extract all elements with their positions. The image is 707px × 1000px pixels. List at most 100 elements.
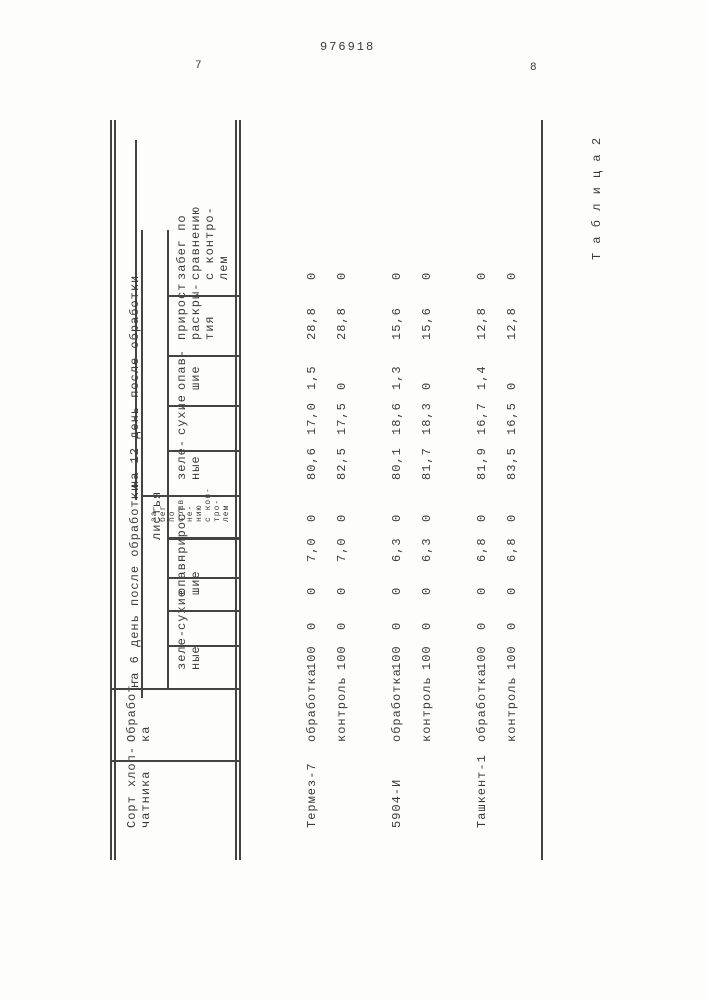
- cell-growth6-0-0: 7,0: [305, 537, 319, 562]
- sep-subcol-2: [167, 577, 239, 579]
- cell-green6-0-0: 100: [305, 645, 319, 670]
- cell-growth12-0-1: 28,8: [335, 307, 349, 340]
- sep-subcol-1: [167, 610, 239, 612]
- rule-h-sub: [141, 230, 143, 688]
- cell-lag6-2-1: 0: [505, 514, 519, 522]
- sep-subcol-8: [167, 295, 239, 297]
- rule-top-2: [114, 120, 116, 860]
- cell-dry12-2-0: 16,7: [475, 402, 489, 435]
- sep-subcol-6: [167, 405, 239, 407]
- cell-growth6-2-0: 6,8: [475, 537, 489, 562]
- treatment-2-0: обработка: [475, 668, 489, 742]
- cell-lag12-0-1: 0: [335, 272, 349, 280]
- cell-green12-1-1: 81,7: [420, 447, 434, 480]
- cell-green12-1-0: 80,1: [390, 447, 404, 480]
- sep-treatment-body: [110, 688, 239, 690]
- cell-dry6-1-0: 0: [390, 622, 404, 630]
- treatment-2-1: контроль: [505, 676, 519, 742]
- cell-fallen6-2-1: 0: [505, 587, 519, 595]
- hdr-green6: зеле- ные: [175, 629, 203, 670]
- cell-growth12-0-0: 28,8: [305, 307, 319, 340]
- cell-growth12-2-0: 12,8: [475, 307, 489, 340]
- cell-fallen12-0-0: 1,5: [305, 365, 319, 390]
- cell-green6-0-1: 100: [335, 645, 349, 670]
- cell-fallen6-2-0: 0: [475, 587, 489, 595]
- rule-h-sub2: [167, 230, 169, 688]
- cell-fallen12-2-1: 0: [505, 382, 519, 390]
- hdr-green12: зеле- ные: [175, 439, 203, 480]
- doc-number: 976918: [320, 40, 375, 54]
- cell-lag6-1-1: 0: [420, 514, 434, 522]
- variety-1: 5904-И: [390, 779, 404, 828]
- cell-fallen6-0-0: 0: [305, 587, 319, 595]
- cell-green6-2-1: 100: [505, 645, 519, 670]
- treatment-0-1: контроль: [335, 676, 349, 742]
- cell-dry12-2-1: 16,5: [505, 402, 519, 435]
- variety-2: Ташкент-1: [475, 754, 489, 828]
- cell-fallen12-2-0: 1,4: [475, 365, 489, 390]
- sep-variety-treatment: [110, 760, 239, 762]
- cell-growth12-1-1: 15,6: [420, 307, 434, 340]
- treatment-1-0: обработка: [390, 668, 404, 742]
- cell-fallen12-1-1: 0: [420, 382, 434, 390]
- table-label: Т а б л и ц а 2: [590, 137, 604, 260]
- cell-dry12-1-1: 18,3: [420, 402, 434, 435]
- hdr-lag12: забег по сравнению с контро- лем: [175, 206, 231, 280]
- cell-dry6-2-0: 0: [475, 622, 489, 630]
- hdr-growth12: прирост раскры- тия: [175, 283, 217, 340]
- hdr-dry12: сухие: [175, 394, 189, 435]
- cell-lag12-2-0: 0: [475, 272, 489, 280]
- cell-lag6-2-0: 0: [475, 514, 489, 522]
- variety-0: Термез-7: [305, 762, 319, 828]
- cell-dry6-0-1: 0: [335, 622, 349, 630]
- cell-green6-2-0: 100: [475, 645, 489, 670]
- cell-fallen12-0-1: 0: [335, 382, 349, 390]
- cell-lag12-0-0: 0: [305, 272, 319, 280]
- treatment-0-0: обработка: [305, 668, 319, 742]
- rule-after-data: [541, 120, 543, 860]
- cell-green12-2-1: 83,5: [505, 447, 519, 480]
- hdr-lag6: за- бег по срав- не- нию с кон- тро- лем: [150, 487, 231, 522]
- cell-growth6-1-1: 6,3: [420, 537, 434, 562]
- cell-lag12-1-0: 0: [390, 272, 404, 280]
- cell-growth6-2-1: 6,8: [505, 537, 519, 562]
- cell-green6-1-1: 100: [420, 645, 434, 670]
- hdr-variety: Сорт хлоп- чатника: [125, 746, 153, 828]
- cell-dry12-0-0: 17,0: [305, 402, 319, 435]
- cell-fallen6-1-0: 0: [390, 587, 404, 595]
- cell-lag6-1-0: 0: [390, 514, 404, 522]
- page-col-left: 7: [195, 60, 202, 72]
- rule-header-end-1: [235, 120, 237, 860]
- cell-fallen6-0-1: 0: [335, 587, 349, 595]
- page-col-right: 8: [530, 62, 537, 74]
- cell-lag12-2-1: 0: [505, 272, 519, 280]
- hdr-day6: на 6 день после обработки: [128, 483, 142, 688]
- cell-dry6-2-1: 0: [505, 622, 519, 630]
- cell-dry12-1-0: 18,6: [390, 402, 404, 435]
- sep-subcol-5: [167, 450, 239, 452]
- sep-subcol-3: [167, 537, 239, 539]
- rule-top-1: [110, 120, 112, 860]
- cell-growth6-0-1: 7,0: [335, 537, 349, 562]
- cell-lag6-0-0: 0: [305, 514, 319, 522]
- sep-subcol-0: [167, 645, 239, 647]
- hdr-day12: на 12 день после обработки: [128, 275, 142, 488]
- cell-green12-0-0: 80,6: [305, 447, 319, 480]
- cell-green6-1-0: 100: [390, 645, 404, 670]
- cell-fallen6-1-1: 0: [420, 587, 434, 595]
- cell-dry12-0-1: 17,5: [335, 402, 349, 435]
- cell-green12-2-0: 81,9: [475, 447, 489, 480]
- cell-growth6-1-0: 6,3: [390, 537, 404, 562]
- cell-dry6-0-0: 0: [305, 622, 319, 630]
- sep-subcol-4: [167, 495, 239, 497]
- treatment-1-1: контроль: [420, 676, 434, 742]
- cell-growth12-1-0: 15,6: [390, 307, 404, 340]
- sep-under-day6: [141, 688, 167, 690]
- cell-green12-0-1: 82,5: [335, 447, 349, 480]
- cell-growth12-2-1: 12,8: [505, 307, 519, 340]
- cell-lag12-1-1: 0: [420, 272, 434, 280]
- cell-dry6-1-1: 0: [420, 622, 434, 630]
- cell-fallen12-1-0: 1,3: [390, 365, 404, 390]
- sep-subcol-7: [167, 355, 239, 357]
- rule-header-end-2: [239, 120, 241, 860]
